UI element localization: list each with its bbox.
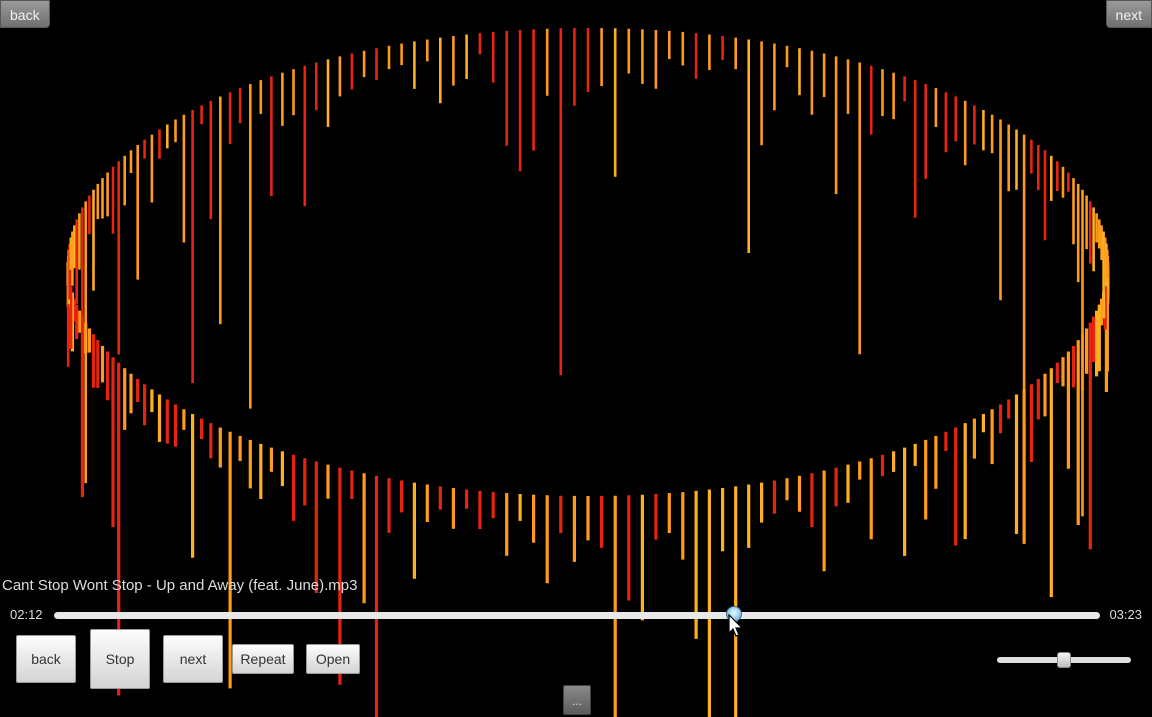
more-button[interactable]: ... [563,685,591,715]
volume-thumb[interactable] [1057,652,1071,668]
elapsed-time: 02:12 [10,607,43,622]
seek-slider[interactable] [54,606,1100,622]
stop-button[interactable]: Stop [90,629,150,689]
total-time: 03:23 [1109,607,1142,622]
next-button[interactable]: next [163,635,223,683]
open-button[interactable]: Open [306,644,360,674]
mouse-cursor-icon [728,614,744,637]
repeat-button[interactable]: Repeat [232,644,294,674]
track-title: Cant Stop Wont Stop - Up and Away (feat.… [2,577,358,594]
volume-slider[interactable] [997,652,1131,668]
top-back-button[interactable]: back [0,0,50,28]
back-button[interactable]: back [16,635,76,683]
top-next-button[interactable]: next [1105,0,1152,28]
